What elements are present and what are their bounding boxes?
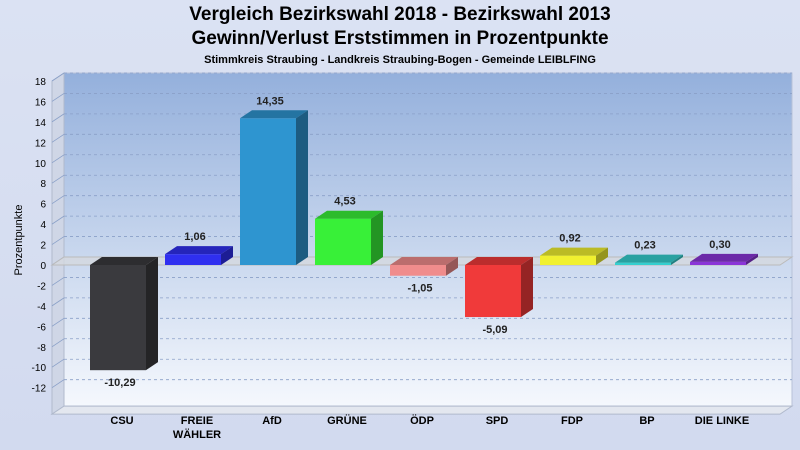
bar-value-label: 0,23	[634, 240, 655, 252]
bar-side	[371, 210, 383, 265]
gridline-side	[51, 379, 65, 388]
x-tick-label: GRÜNE	[327, 414, 367, 427]
bar-top	[90, 257, 158, 265]
bar-top	[240, 110, 308, 119]
plot-area: 18 16 14 12 10 8 6 4 2 0 -2 -4 -6 -8 -10 -12 Prozentpunk…	[13, 72, 794, 441]
bar-value-label: 14,35	[256, 95, 284, 107]
gridline-side	[51, 174, 65, 184]
bar-top	[165, 246, 233, 255]
y-tick-label: 12	[35, 138, 47, 149]
bar	[540, 255, 596, 265]
x-tick-label: ÖDP	[410, 414, 434, 427]
y-tick-label: -2	[37, 281, 46, 292]
bar-side	[596, 247, 608, 265]
gridline-side	[51, 134, 65, 143]
x-tick-label: FREIE	[181, 415, 213, 427]
gridline-side	[51, 338, 65, 348]
bar-side	[746, 253, 758, 265]
chart-subtitle: Gewinn/Verlust Erststimmen in Prozentpun…	[191, 28, 609, 49]
chart-location-subtitle: Stimmkreis Straubing - Landkreis Straubi…	[204, 54, 596, 66]
x-tick-label: AfD	[262, 415, 282, 427]
x-tick-label: WÄHLER	[173, 428, 221, 441]
bar-top	[690, 253, 758, 262]
y-tick-label: 4	[40, 220, 46, 231]
y-tick-label: 0	[40, 261, 46, 272]
bar	[390, 265, 446, 276]
y-tick-label: 2	[40, 241, 46, 252]
y-axis-label: Prozentpunkte	[13, 205, 25, 276]
x-tick-label: BP	[639, 415, 654, 427]
bar	[90, 265, 146, 371]
bar-top	[465, 257, 533, 265]
gridline-side	[51, 277, 65, 286]
x-tick-label: SPD	[486, 415, 509, 427]
gridline-side	[51, 113, 65, 123]
x-tick-label: FDP	[561, 415, 583, 427]
bar	[315, 218, 371, 265]
bar-side	[671, 254, 683, 265]
x-tick-label: CSU	[110, 415, 133, 427]
bar-value-label: 0,92	[559, 233, 580, 245]
bar-side	[296, 110, 308, 265]
gridline-side	[51, 154, 65, 164]
plot-background	[63, 72, 793, 407]
bar-top	[390, 257, 458, 265]
bar	[465, 265, 521, 318]
bar-value-label: 0,30	[709, 239, 730, 251]
y-tick-label: 8	[40, 179, 46, 190]
gridline-side	[51, 195, 65, 204]
plot-floor	[50, 405, 794, 415]
bar-value-label: -1,05	[407, 283, 432, 295]
y-tick-label: 18	[35, 77, 47, 88]
y-tick-label: -12	[32, 384, 47, 395]
y-tick-label: 16	[35, 97, 47, 108]
gridline-side	[51, 215, 65, 225]
y-tick-label: 10	[35, 159, 47, 170]
bar-side	[446, 257, 458, 276]
bar	[240, 118, 296, 265]
y-tick-label: -4	[37, 302, 46, 313]
y-tick-label: -8	[37, 343, 46, 354]
bar-value-label: -5,09	[482, 324, 507, 336]
gridline-side	[51, 72, 65, 82]
x-tick-label: DIE LINKE	[695, 415, 749, 427]
bar	[615, 262, 671, 265]
bar-side	[146, 257, 158, 371]
bar-top	[615, 254, 683, 263]
bar	[690, 261, 746, 265]
y-tick-label: 14	[35, 118, 47, 129]
y-tick-label: -10	[32, 363, 47, 374]
bar-top	[315, 210, 383, 219]
bar-value-label: 1,06	[184, 231, 205, 243]
y-tick-label: 6	[40, 200, 46, 211]
gridline-side	[51, 358, 65, 368]
gridline-side	[51, 236, 65, 245]
bar-value-label: 4,53	[334, 196, 355, 208]
chart-title: Vergleich Bezirkswahl 2018 - Bezirkswahl…	[189, 4, 611, 25]
bar-side	[521, 257, 533, 318]
gridline-side	[51, 297, 65, 307]
bar-side	[221, 246, 233, 265]
y-tick-label: -6	[37, 322, 46, 333]
gridline-side	[51, 93, 65, 102]
bar-top	[540, 247, 608, 256]
bar-value-label: -10,29	[104, 377, 135, 389]
bar	[165, 254, 221, 265]
gridline-side	[51, 318, 65, 327]
